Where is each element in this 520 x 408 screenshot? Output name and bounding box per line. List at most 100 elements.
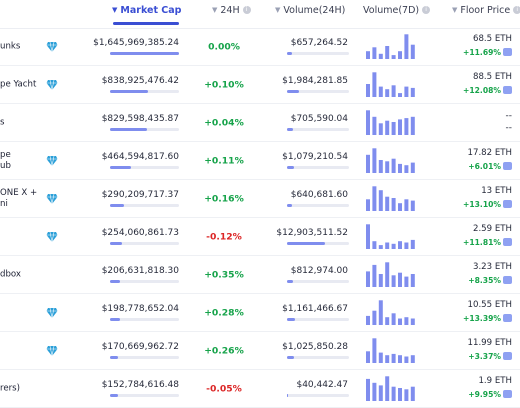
sparkline-bar — [398, 388, 402, 401]
trend-chart-icon[interactable] — [503, 86, 512, 94]
market-cap-bar-track — [110, 242, 179, 245]
sparkline-bar — [398, 355, 402, 363]
collection-name[interactable]: dbox — [0, 269, 21, 279]
floor-change-text: +6.01% — [468, 162, 501, 171]
market-cap-value: $1,645,969,385.24 — [93, 38, 179, 48]
floor-change-text: +13.10% — [463, 200, 501, 209]
trend-chart-icon[interactable] — [503, 390, 512, 398]
verified-gem-icon — [46, 41, 58, 52]
sparkline-bar — [391, 198, 396, 211]
floor-price-value: -- — [505, 111, 513, 121]
trend-chart-icon[interactable] — [503, 48, 512, 56]
market-cap-value: $170,669,962.72 — [101, 342, 179, 352]
table-row[interactable]: ONE X + ni $290,209,717.37 +0.16% $640,681.… — [0, 180, 520, 218]
floor-price-change: +8.35% — [468, 276, 512, 285]
sort-icon: ▼ — [452, 6, 458, 14]
verified-gem-icon — [46, 231, 58, 242]
volume-bar — [287, 242, 326, 245]
sparkline-bar — [404, 34, 409, 59]
table-row[interactable]: dbox $206,631,818.30 +0.35% $812,974.00 3.23… — [0, 256, 520, 294]
info-icon[interactable]: i — [242, 6, 251, 14]
volume-bar-track — [287, 242, 349, 245]
floor-price-value: 3.23 ETH — [472, 262, 512, 272]
market-cap-header[interactable]: ▼ Market Cap — [112, 4, 182, 16]
sparkline-bar — [410, 239, 415, 249]
change-24h-value: +0.10% — [204, 79, 244, 90]
table-row[interactable]: s $829,598,435.87 +0.04% $705,590.04 -- -- — [0, 104, 520, 142]
market-cap-value: $198,778,652.04 — [101, 304, 179, 314]
volume-7d-header: Volume(7D) i — [363, 0, 431, 20]
collection-name[interactable]: pe Yacht — [0, 79, 37, 89]
sparkline-bar — [385, 120, 390, 135]
collection-name[interactable]: ONE X + ni — [0, 187, 38, 209]
sparkline-bar — [378, 352, 383, 363]
market-cap-value: $838,925,476.42 — [101, 76, 179, 86]
market-cap-value: $254,060,861.73 — [101, 228, 179, 238]
collection-name[interactable]: pe ub — [0, 149, 11, 171]
table-row[interactable]: $254,060,861.73 -0.12% $12,903,511.52 2.59 … — [0, 218, 520, 256]
sparkline-bar — [372, 241, 377, 249]
volume-24h-header[interactable]: ▼ Volume(24H) — [275, 4, 346, 16]
market-cap-bar-track — [110, 356, 179, 359]
sparkline-bar — [378, 123, 383, 135]
trend-chart-icon[interactable] — [503, 276, 512, 284]
sparkline-bar — [391, 313, 396, 325]
floor-price-change: +11.81% — [463, 238, 512, 247]
sparkline-bar — [372, 148, 377, 173]
volume-7d-sparkline — [366, 338, 415, 363]
floor-change-text: +13.39% — [463, 314, 501, 323]
floor-price-header[interactable]: ▼ Floor Price i — [452, 0, 520, 20]
volume-7d-sparkline — [366, 300, 415, 325]
table-row[interactable]: pe ub $464,594,817.60 +0.11% $1,079,210.54 1… — [0, 142, 520, 180]
sparkline-bar — [366, 84, 370, 97]
sparkline-bar — [385, 262, 390, 287]
trend-chart-icon[interactable] — [503, 200, 512, 208]
trend-chart-icon[interactable] — [503, 162, 512, 170]
sparkline-bar — [410, 200, 415, 211]
sparkline-bar — [378, 86, 383, 97]
sparkline-bar — [372, 382, 377, 401]
market-cap-bar-track — [110, 318, 179, 321]
volume-bar-track — [287, 280, 349, 283]
volume-7d-sparkline — [366, 72, 415, 97]
sparkline-bar — [372, 310, 377, 325]
volume-24h-value: $1,161,466.67 — [282, 304, 348, 314]
sparkline-bar — [372, 72, 377, 97]
change-24h-header[interactable]: ▼ 24H i — [212, 0, 251, 20]
sparkline-bar — [372, 338, 377, 363]
sparkline-bar — [398, 241, 402, 249]
floor-price-value: 2.59 ETH — [472, 224, 512, 234]
sparkline-bar — [398, 51, 402, 59]
table-row[interactable]: pe Yacht $838,925,476.42 +0.10% $1,984,281.… — [0, 66, 520, 104]
info-icon[interactable]: i — [513, 6, 520, 14]
volume-7d-sparkline — [366, 376, 415, 401]
sparkline-bar — [378, 53, 383, 59]
market-cap-bar — [110, 166, 131, 169]
market-cap-bar — [110, 318, 120, 321]
table-row[interactable]: unks $1,645,969,385.24 0.00% $657,264.52 68.… — [0, 28, 520, 66]
volume-bar-track — [287, 128, 349, 131]
sparkline-bar — [366, 315, 370, 325]
volume-24h-value: $1,079,210.54 — [282, 152, 348, 162]
volume-bar-track — [287, 52, 349, 55]
trend-chart-icon[interactable] — [503, 314, 512, 322]
trend-chart-icon[interactable] — [503, 238, 512, 246]
collection-name[interactable]: s — [0, 117, 5, 127]
sparkline-bar — [366, 51, 370, 59]
market-cap-value: $152,784,616.48 — [101, 380, 179, 390]
table-row[interactable]: $170,669,962.72 +0.26% $1,025,850.28 11.99 … — [0, 332, 520, 370]
sparkline-bar — [404, 276, 409, 287]
table-row[interactable]: rers) $152,784,616.48 -0.05% $40,442.47 1.9 … — [0, 370, 520, 408]
trend-chart-icon[interactable] — [503, 352, 512, 360]
sparkline-bar — [410, 87, 415, 97]
table-row[interactable]: $198,778,652.04 +0.28% $1,161,466.67 10.55 … — [0, 294, 520, 332]
floor-change-text: +11.69% — [463, 48, 501, 57]
sparkline-bar — [410, 318, 415, 325]
info-icon[interactable]: i — [422, 6, 431, 14]
market-cap-bar-track — [110, 204, 179, 207]
market-cap-bar — [110, 394, 118, 397]
sparkline-bar — [404, 242, 409, 249]
sparkline-bar — [391, 85, 396, 97]
collection-name[interactable]: unks — [0, 41, 21, 51]
collection-name[interactable]: rers) — [0, 383, 20, 393]
